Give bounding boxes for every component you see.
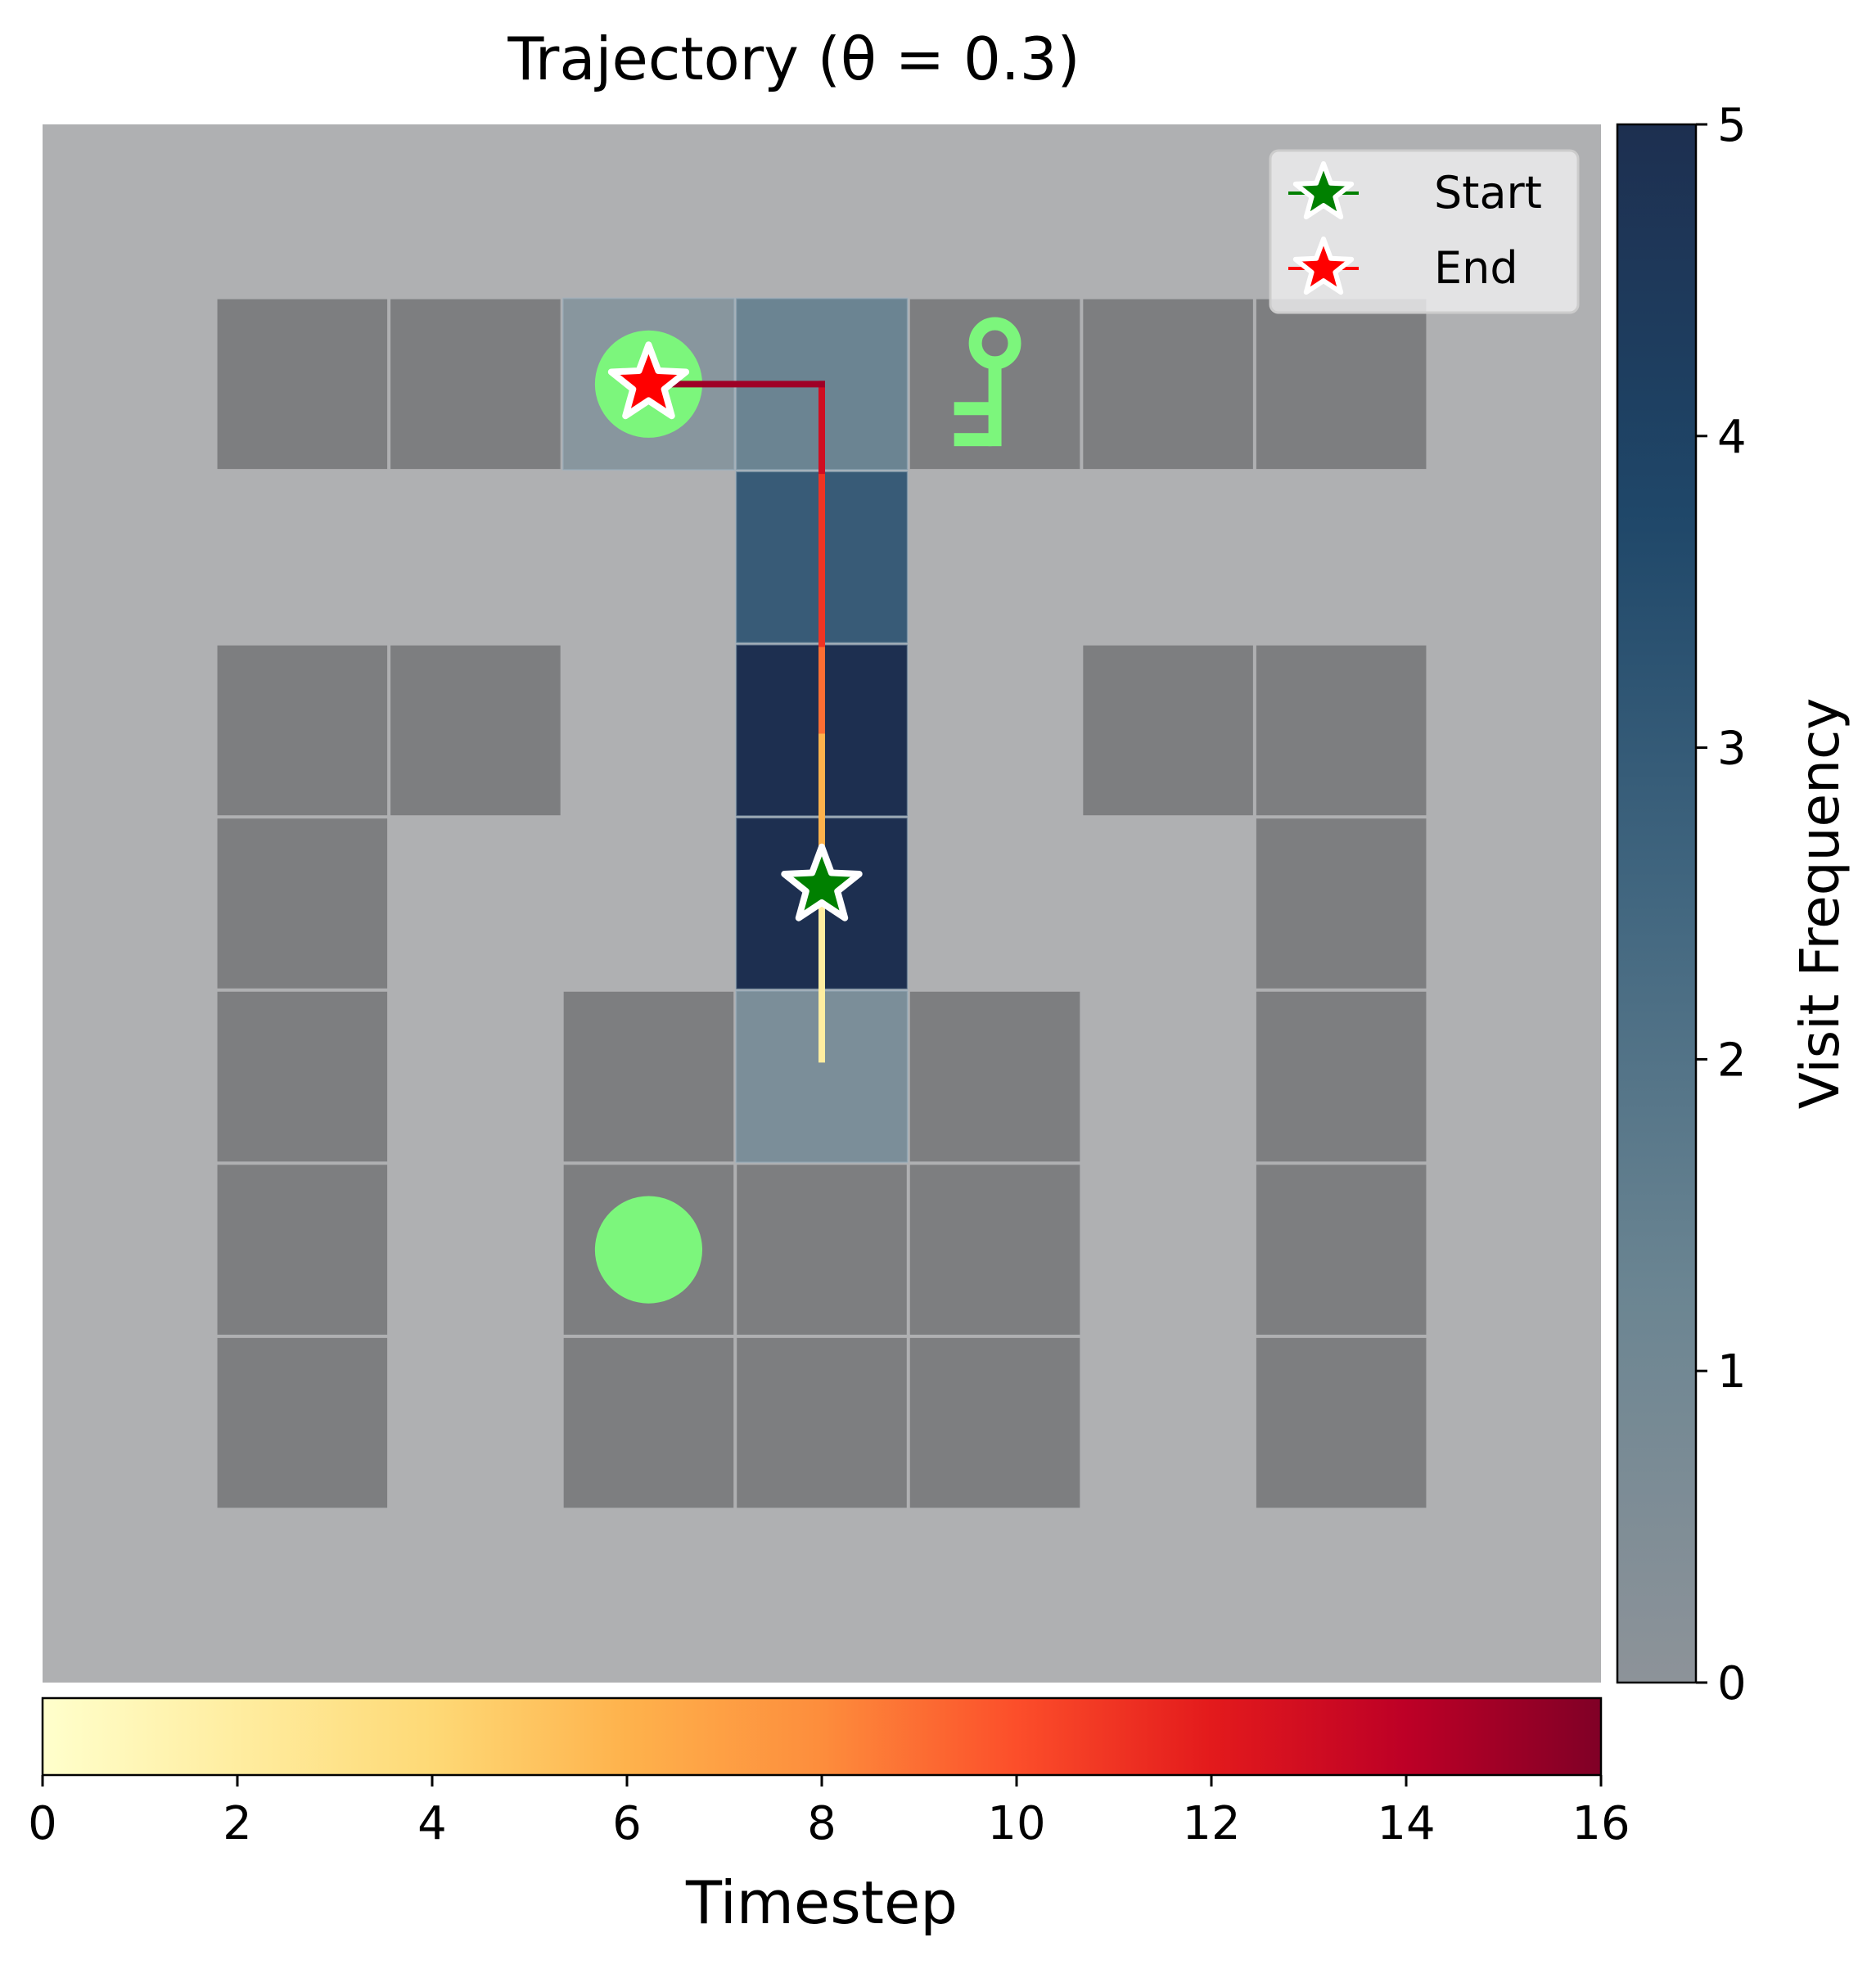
main-plot [43,124,1601,1683]
wall-cell [390,645,561,816]
wall-cell [1256,818,1427,989]
time-tick-label: 12 [1182,1797,1240,1850]
chart-title: Trajectory (θ = 0.3) [507,25,1080,93]
wall-cell [1083,645,1253,816]
legend-box [1269,149,1580,314]
legend-label: End [1434,242,1518,294]
timestep-colorbar: 0 2 4 6 8 10 12 14 16 Timestep [28,1696,1630,1937]
visit-tick-label: 5 [1717,99,1747,152]
time-tick-label: 10 [987,1797,1045,1850]
wall-cell [217,645,388,816]
visit-tick-label: 0 [1717,1657,1747,1710]
wall-cell [1083,299,1253,470]
timestep-colorbar-label: Timestep [685,1868,958,1937]
visit-colorbar-gradient [1616,123,1698,1684]
wall-cell [909,1165,1080,1335]
walls-layer [217,299,1427,1508]
legend: Start End [1269,149,1580,314]
visit-tick-label: 1 [1717,1345,1747,1399]
wall-cell [217,1165,388,1335]
wall-cell [1256,1337,1427,1508]
visit-colorbar-ticks: 0 1 2 3 4 5 [1696,99,1747,1710]
wall-cell [1256,991,1427,1162]
wall-cell [737,1337,907,1508]
wall-cell [1256,1165,1427,1335]
wall-cell [217,299,388,470]
time-tick-label: 8 [807,1797,837,1850]
legend-marker-end [1292,237,1355,295]
trajectory-layer [645,381,825,1063]
wall-cell [217,818,388,989]
wall-cell [1256,299,1427,470]
visit-colorbar-label: Visit Frequency [1788,698,1851,1110]
key-icon [954,317,1021,447]
timestep-colorbar-ticks: 0 2 4 6 8 10 12 14 16 [28,1775,1630,1850]
time-tick-label: 0 [28,1797,57,1850]
wall-cell [909,991,1080,1162]
wall-cell [217,1337,388,1508]
time-tick-label: 14 [1377,1797,1435,1850]
wall-cell [563,991,734,1162]
time-tick-label: 6 [612,1797,642,1850]
start-marker [781,843,863,921]
wall-cell [390,299,561,470]
ball-icon [594,1196,703,1304]
time-tick-label: 2 [223,1797,252,1850]
legend-marker-start [1292,161,1355,220]
markers-layer [607,341,863,921]
timestep-colorbar-gradient [41,1696,1603,1777]
legend-entries: Start End [1288,161,1542,295]
wall-cell [217,991,388,1162]
time-tick-label: 16 [1572,1797,1630,1850]
end-marker [607,341,690,420]
visit-frequency-colorbar: 0 1 2 3 4 5 Visit Frequency [1616,99,1851,1710]
wall-cell [737,1165,907,1335]
visit-tick-label: 2 [1717,1034,1747,1087]
wall-cell [1256,645,1427,816]
wall-cell [909,1337,1080,1508]
wall-cell [563,1337,734,1508]
legend-label: Start [1434,167,1542,219]
visit-tick-label: 4 [1717,411,1747,464]
visit-tick-label: 3 [1717,723,1747,776]
time-tick-label: 4 [417,1797,447,1850]
